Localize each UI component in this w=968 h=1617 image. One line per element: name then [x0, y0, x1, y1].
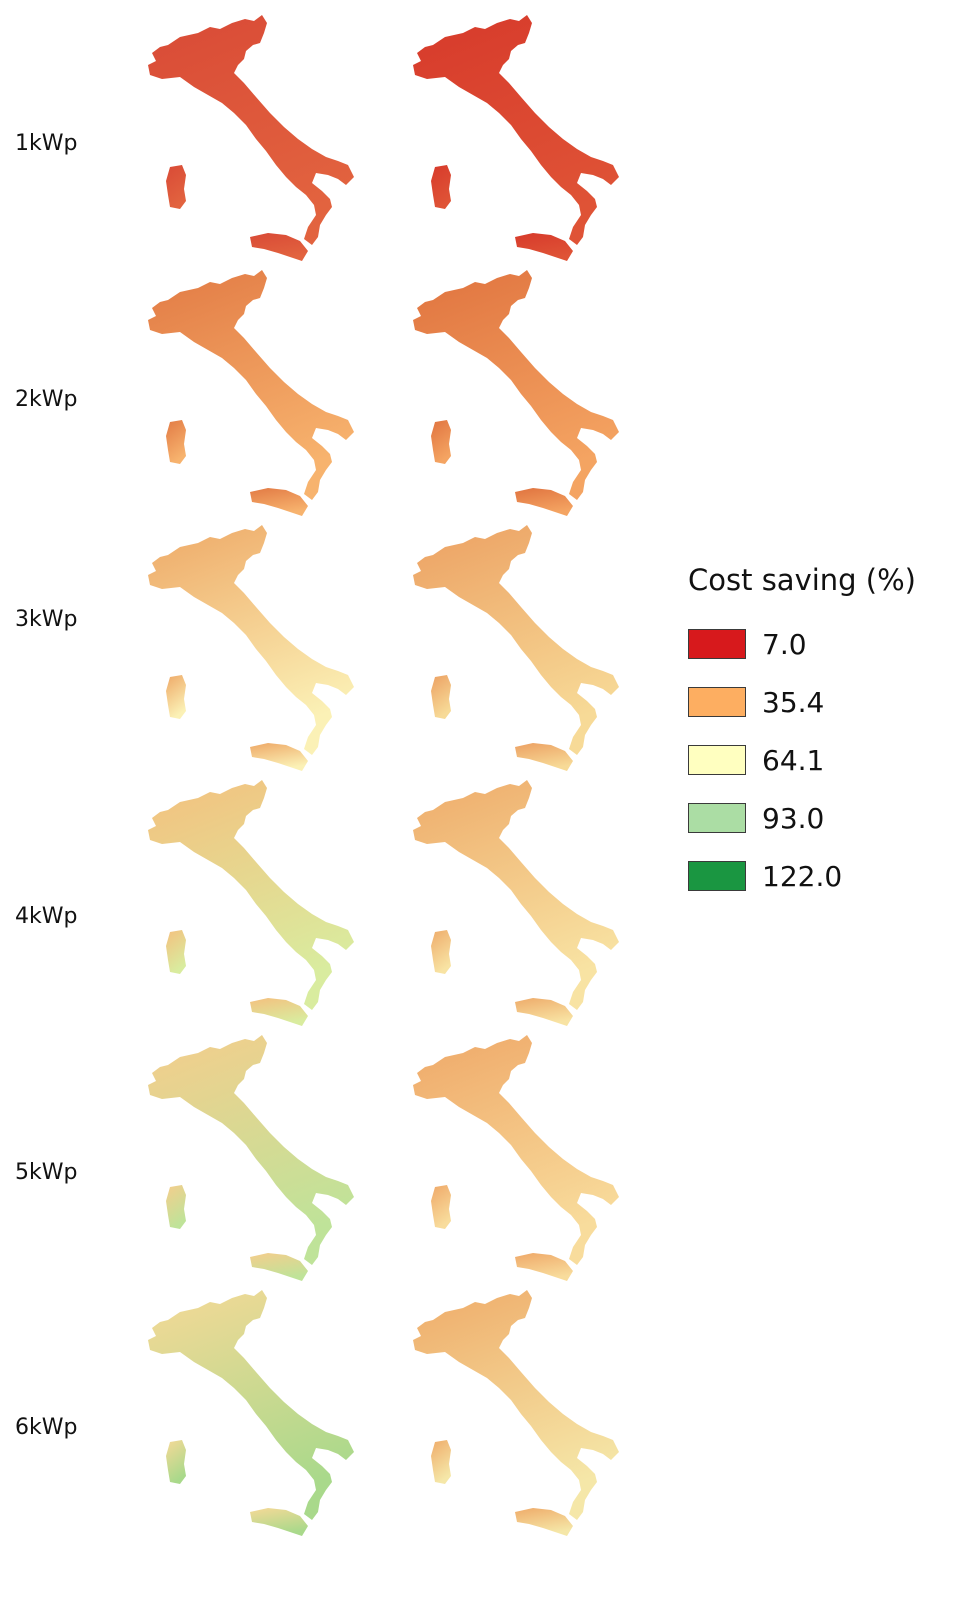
- region-mainland: [148, 525, 354, 755]
- region-sicily: [250, 743, 308, 771]
- legend-swatch-1: [688, 629, 746, 659]
- legend-item-3: 64.1: [688, 731, 916, 789]
- region-sardinia: [431, 930, 451, 974]
- region-mainland: [413, 270, 619, 500]
- region-mainland: [413, 1290, 619, 1520]
- row-label-4kwp: 4kWp: [15, 904, 78, 929]
- region-sardinia: [166, 165, 186, 209]
- region-mainland: [148, 270, 354, 500]
- region-sardinia: [166, 1440, 186, 1484]
- region-sardinia: [166, 420, 186, 464]
- legend-label-4: 93.0: [762, 801, 825, 835]
- legend-swatch-5: [688, 861, 746, 891]
- italy-map-2kwp-right: [413, 270, 619, 516]
- region-sicily: [515, 233, 573, 261]
- italy-map-6kwp-right: [413, 1290, 619, 1536]
- legend-label-1: 7.0: [762, 627, 807, 661]
- region-sardinia: [431, 1440, 451, 1484]
- region-sardinia: [166, 1185, 186, 1229]
- row-label-5kwp: 5kWp: [15, 1160, 78, 1185]
- region-sicily: [515, 1253, 573, 1281]
- italy-map-3kwp-left: [148, 525, 354, 771]
- region-mainland: [148, 1290, 354, 1520]
- row-label-6kwp: 6kWp: [15, 1415, 78, 1440]
- row-label-1kwp: 1kWp: [15, 131, 78, 156]
- legend-item-4: 93.0: [688, 789, 916, 847]
- region-sardinia: [431, 675, 451, 719]
- italy-map-6kwp-left: [148, 1290, 354, 1536]
- region-mainland: [148, 15, 354, 245]
- italy-map-4kwp-right: [413, 780, 619, 1026]
- region-mainland: [413, 525, 619, 755]
- region-sicily: [250, 488, 308, 516]
- row-label-3kwp: 3kWp: [15, 607, 78, 632]
- legend-item-5: 122.0: [688, 847, 916, 905]
- italy-map-3kwp-right: [413, 525, 619, 771]
- legend-item-1: 7.0: [688, 615, 916, 673]
- legend-item-2: 35.4: [688, 673, 916, 731]
- region-sardinia: [431, 1185, 451, 1229]
- region-sicily: [515, 1508, 573, 1536]
- region-mainland: [413, 1035, 619, 1265]
- legend-label-3: 64.1: [762, 743, 825, 777]
- legend-label-2: 35.4: [762, 685, 825, 719]
- legend-title: Cost saving (%): [688, 563, 916, 597]
- italy-map-5kwp-left: [148, 1035, 354, 1281]
- italy-map-1kwp-left: [148, 15, 354, 261]
- region-sicily: [250, 1253, 308, 1281]
- region-sicily: [515, 743, 573, 771]
- region-sardinia: [166, 675, 186, 719]
- row-label-2kwp: 2kWp: [15, 387, 78, 412]
- italy-map-5kwp-right: [413, 1035, 619, 1281]
- region-mainland: [413, 15, 619, 245]
- region-sardinia: [431, 420, 451, 464]
- legend-swatch-3: [688, 745, 746, 775]
- legend-swatch-2: [688, 687, 746, 717]
- region-sardinia: [431, 165, 451, 209]
- region-sardinia: [166, 930, 186, 974]
- italy-map-2kwp-left: [148, 270, 354, 516]
- legend-label-5: 122.0: [762, 859, 843, 893]
- region-mainland: [148, 1035, 354, 1265]
- region-mainland: [413, 780, 619, 1010]
- region-sicily: [250, 1508, 308, 1536]
- region-sicily: [250, 233, 308, 261]
- italy-map-4kwp-left: [148, 780, 354, 1026]
- region-mainland: [148, 780, 354, 1010]
- region-sicily: [515, 488, 573, 516]
- legend: Cost saving (%) 7.0 35.4 64.1 93.0 122.0: [688, 563, 916, 905]
- region-sicily: [250, 998, 308, 1026]
- legend-swatch-4: [688, 803, 746, 833]
- region-sicily: [515, 998, 573, 1026]
- italy-map-1kwp-right: [413, 15, 619, 261]
